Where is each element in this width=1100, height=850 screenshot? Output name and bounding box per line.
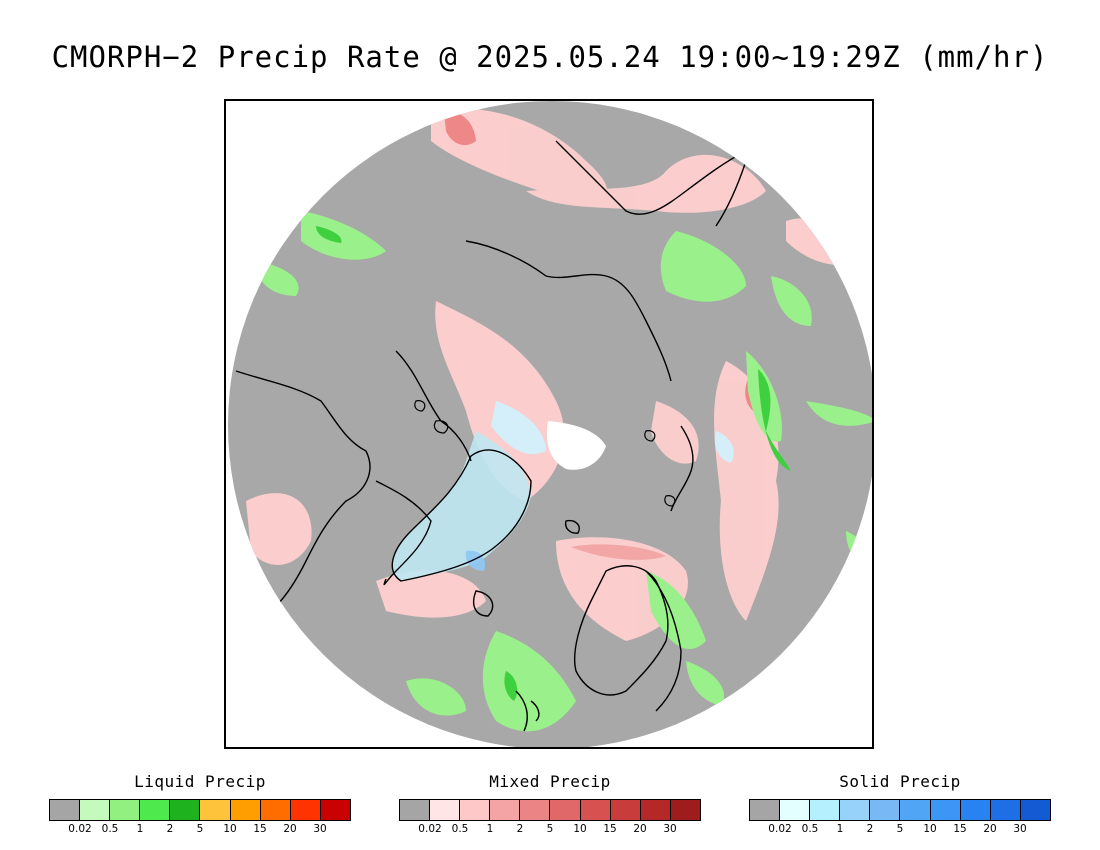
liquid-tick-label: 2 — [166, 823, 174, 835]
solid-tick-label: 0.5 — [801, 823, 819, 835]
legend-title-mixed: Mixed Precip — [489, 772, 611, 791]
liquid-swatch-0 — [50, 800, 81, 820]
mixed-swatch-0 — [400, 800, 431, 820]
liquid-precip-heavy — [316, 226, 791, 701]
mixed-tick-label: 15 — [603, 823, 617, 835]
mixed-swatch-5 — [550, 800, 581, 820]
solid-swatch-1 — [780, 800, 811, 820]
liquid-tick-label: 1 — [136, 823, 144, 835]
liquid-swatch-7 — [260, 800, 291, 820]
coastlines — [235, 140, 747, 732]
mixed-swatch-1 — [430, 800, 461, 820]
map-title: CMORPH−2 Precip Rate @ 2025.05.24 19:00~… — [51, 40, 1049, 74]
mixed-tick-label: 10 — [573, 823, 587, 835]
liquid-swatch-8 — [290, 800, 321, 820]
legend-ticks-liquid: 0.02 0.5 1 2 5 10 15 20 30 — [49, 823, 351, 837]
liquid-tick-label: 30 — [313, 823, 327, 835]
liquid-tick-label: 10 — [223, 823, 237, 835]
solid-tick-label: 5 — [896, 823, 904, 835]
solid-tick-label: 10 — [923, 823, 937, 835]
solid-swatch-2 — [810, 800, 841, 820]
mixed-swatch-2 — [460, 800, 491, 820]
mixed-tick-label: 20 — [633, 823, 647, 835]
pole-no-data — [546, 421, 606, 470]
liquid-tick-label: 15 — [253, 823, 267, 835]
solid-tick-label: 1 — [836, 823, 844, 835]
legend-colorbar-liquid — [49, 799, 351, 821]
liquid-tick-label: 5 — [196, 823, 204, 835]
polar-map — [224, 99, 874, 749]
liquid-swatch-2 — [110, 800, 141, 820]
solid-precip-areas — [465, 401, 734, 571]
mixed-tick-label: 5 — [546, 823, 554, 835]
mixed-swatch-7 — [610, 800, 641, 820]
liquid-swatch-6 — [230, 800, 261, 820]
legend-ticks-mixed: 0.02 0.5 1 2 5 10 15 20 30 — [399, 823, 701, 837]
mixed-precip-areas — [246, 108, 856, 641]
islands — [414, 400, 676, 507]
legend-colorbar-solid — [749, 799, 1051, 821]
solid-swatch-3 — [840, 800, 871, 820]
solid-swatch-4 — [870, 800, 901, 820]
liquid-swatch-9 — [320, 800, 350, 820]
liquid-tick-label: 0.02 — [68, 823, 92, 835]
solid-swatch-9 — [1020, 800, 1050, 820]
mixed-tick-label: 1 — [486, 823, 494, 835]
liquid-swatch-3 — [140, 800, 171, 820]
mixed-swatch-3 — [490, 800, 521, 820]
liquid-swatch-1 — [80, 800, 111, 820]
legend-ticks-solid: 0.02 0.5 1 2 5 10 15 20 30 — [749, 823, 1051, 837]
legend-liquid: Liquid Precip 0.02 0.5 1 2 5 10 15 20 30 — [49, 772, 351, 837]
solid-tick-label: 2 — [866, 823, 874, 835]
greenland-ice — [392, 431, 531, 581]
solid-swatch-7 — [960, 800, 991, 820]
liquid-tick-label: 0.5 — [101, 823, 119, 835]
mixed-swatch-9 — [670, 800, 700, 820]
legend-title-liquid: Liquid Precip — [134, 772, 266, 791]
solid-swatch-6 — [930, 800, 961, 820]
solid-tick-label: 15 — [953, 823, 967, 835]
mixed-tick-label: 0.02 — [418, 823, 442, 835]
solid-swatch-0 — [750, 800, 781, 820]
legend-colorbar-mixed — [399, 799, 701, 821]
legend-solid: Solid Precip 0.02 0.5 1 2 5 10 15 20 30 — [749, 772, 1051, 837]
liquid-tick-label: 20 — [283, 823, 297, 835]
mixed-swatch-4 — [520, 800, 551, 820]
mixed-tick-label: 2 — [516, 823, 524, 835]
solid-tick-label: 0.02 — [768, 823, 792, 835]
liquid-swatch-5 — [200, 800, 231, 820]
mixed-swatch-8 — [640, 800, 671, 820]
solid-swatch-8 — [990, 800, 1021, 820]
solid-tick-label: 20 — [983, 823, 997, 835]
mixed-swatch-6 — [580, 800, 611, 820]
liquid-swatch-4 — [170, 800, 201, 820]
legend-title-solid: Solid Precip — [839, 772, 961, 791]
polar-map-svg — [228, 101, 872, 747]
legend-mixed: Mixed Precip 0.02 0.5 1 2 5 10 15 20 30 — [399, 772, 701, 837]
solid-tick-label: 30 — [1013, 823, 1027, 835]
mixed-tick-label: 30 — [663, 823, 677, 835]
solid-swatch-5 — [900, 800, 931, 820]
mixed-tick-label: 0.5 — [451, 823, 469, 835]
